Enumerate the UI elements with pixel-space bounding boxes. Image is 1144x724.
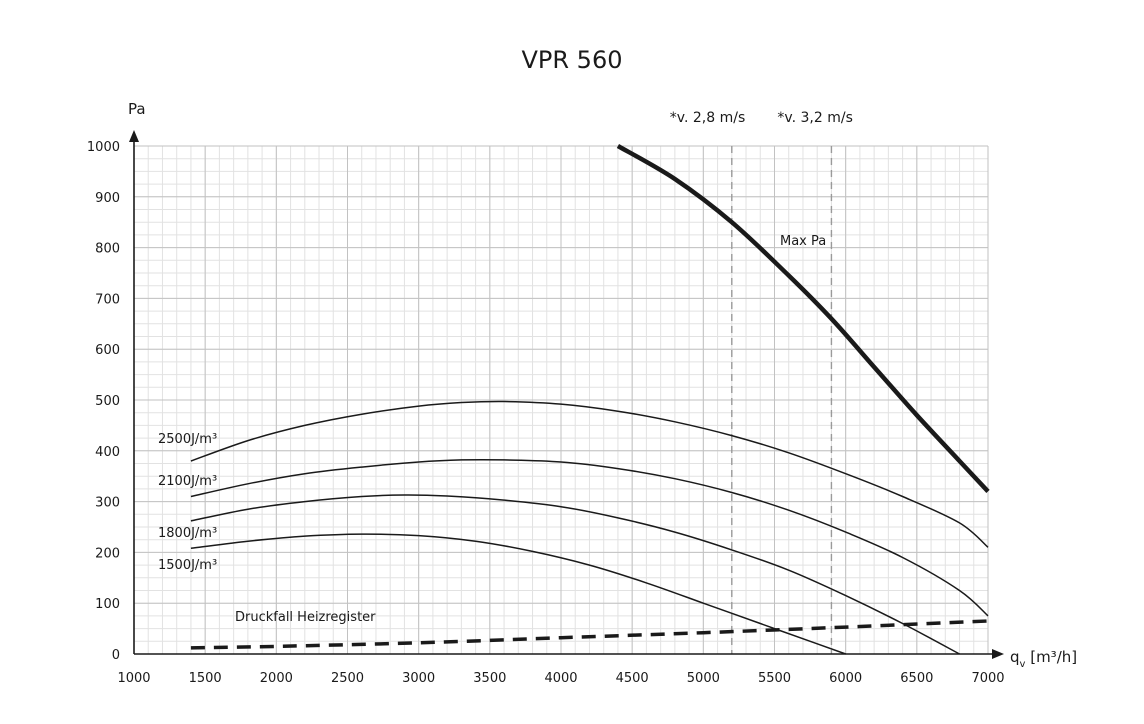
y-tick-label: 0: [112, 648, 120, 663]
x-tick-label: 7000: [971, 671, 1004, 686]
chart-title: VPR 560: [521, 46, 622, 74]
grid: [133, 145, 989, 655]
x-axis-label: qv [m³/h]: [1010, 648, 1077, 670]
series-label-2: 2500J/m³: [158, 432, 217, 447]
x-tick-label: 3500: [473, 671, 506, 686]
velocity-annotation-1: *v. 2,8 m/s: [670, 110, 745, 126]
y-tick-label: 1000: [87, 140, 120, 155]
y-tick-label: 500: [95, 394, 120, 409]
tick-labels: 1000 1500 2000 2500 3000 3500 4000 4500 5000 5500…: [87, 140, 1005, 686]
series-label-6: Druckfall Heizregister: [235, 610, 376, 625]
series-label-3: 2100J/m³: [158, 474, 217, 489]
x-tick-label: 4500: [616, 671, 649, 686]
y-tick-label: 100: [95, 597, 120, 612]
series-line-4: [190, 494, 960, 655]
axes: [129, 130, 1004, 659]
y-tick-label: 200: [95, 546, 120, 561]
y-tick-label: 300: [95, 496, 120, 511]
x-tick-label: 6000: [829, 671, 862, 686]
x-tick-label: 2500: [331, 671, 364, 686]
x-tick-label: 1000: [117, 671, 150, 686]
series-lines: [190, 144, 990, 655]
x-tick-label: 5500: [758, 671, 791, 686]
x-tick-label: 4000: [544, 671, 577, 686]
x-tick-label: 6500: [900, 671, 933, 686]
series-line-5: [190, 533, 846, 655]
x-tick-label: 5000: [687, 671, 720, 686]
velocity-reference-lines: *v. 2,8 m/s *v. 3,2 m/s: [670, 110, 853, 654]
y-tick-label: 400: [95, 445, 120, 460]
x-axis-arrow-icon: [992, 649, 1004, 659]
y-tick-label: 900: [95, 191, 120, 206]
y-tick-label: 800: [95, 242, 120, 257]
x-tick-label: 2000: [260, 671, 293, 686]
y-tick-label: 600: [95, 343, 120, 358]
velocity-annotation-2: *v. 3,2 m/s: [777, 110, 852, 126]
series-label-1: Max Pa: [780, 234, 826, 249]
series-label-4: 1800J/m³: [158, 526, 217, 541]
series-label-5: 1500J/m³: [158, 558, 217, 573]
series-labels: Max Pa 2500J/m³ 2100J/m³ 1800J/m³ 1500J/m³ Dr…: [158, 234, 826, 625]
x-tick-label: 3000: [402, 671, 435, 686]
x-tick-label: 1500: [189, 671, 222, 686]
y-tick-label: 700: [95, 292, 120, 307]
y-axis-arrow-icon: [129, 130, 139, 142]
y-axis-label: Pa: [128, 100, 146, 118]
series-line-6: [190, 619, 989, 650]
series-line-3: [190, 458, 989, 617]
series-line-2: [190, 400, 989, 548]
series-line-1: [616, 144, 990, 493]
